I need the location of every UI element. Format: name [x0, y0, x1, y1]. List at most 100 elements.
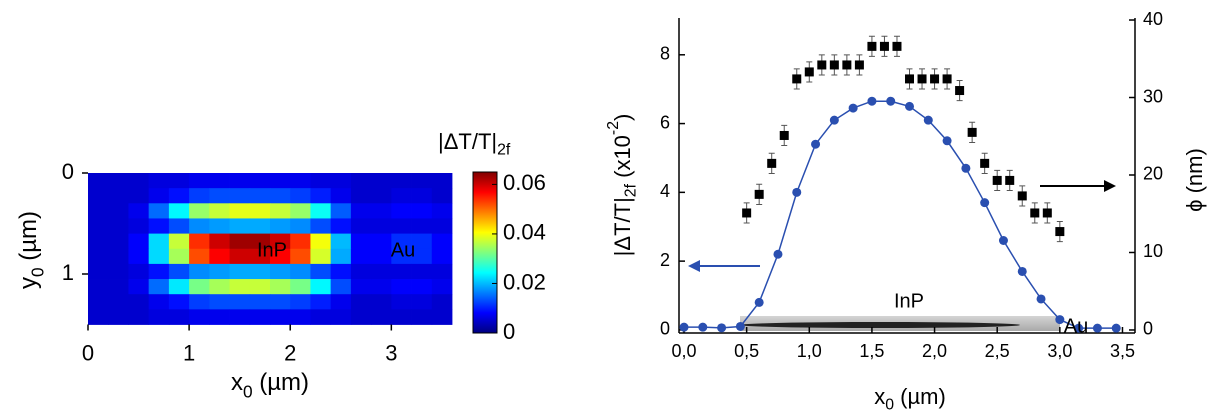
square-marker: [1017, 191, 1027, 201]
heat-cell: [350, 279, 372, 295]
heat-cell: [411, 203, 433, 219]
heat-cell: [411, 188, 433, 204]
x-tick-label: 3,5: [1110, 341, 1135, 361]
heat-cell: [371, 248, 392, 265]
y2-tick-label: 10: [1143, 241, 1163, 261]
square-marker: [804, 67, 814, 77]
circle-marker: [1055, 315, 1065, 325]
circle-marker: [773, 249, 783, 259]
nanowire: [740, 322, 1020, 328]
heat-cell: [148, 263, 170, 280]
circle-marker: [811, 139, 821, 149]
circle-marker: [679, 322, 689, 332]
x-tick-label: 1,5: [859, 341, 884, 361]
heat-cell: [270, 294, 291, 310]
heat-cell: [350, 173, 372, 189]
circle-marker: [961, 163, 971, 173]
heat-cell: [88, 203, 109, 219]
heat-cell: [391, 294, 412, 310]
heat-cell: [128, 263, 150, 280]
heat-cell: [310, 218, 332, 234]
heat-cell: [168, 188, 190, 204]
heat-cell: [108, 279, 129, 295]
circle-marker: [980, 198, 990, 208]
heat-cell: [270, 188, 291, 204]
heat-cell: [249, 203, 271, 219]
heat-cell: [168, 263, 190, 280]
heat-cell: [431, 309, 453, 325]
heat-cell: [189, 233, 210, 250]
y-axis-label: y0 (µm): [15, 211, 47, 289]
heat-cell: [229, 233, 251, 250]
heat-cell: [249, 248, 271, 265]
heat-cell: [229, 279, 251, 295]
heat-cell: [350, 188, 372, 204]
heat-cell: [168, 279, 190, 295]
heat-cell: [189, 248, 210, 265]
heat-cell: [310, 248, 332, 265]
square-marker: [1005, 175, 1015, 185]
heat-cell: [229, 203, 251, 219]
heat-cell: [229, 309, 251, 325]
annotation: InP: [894, 290, 924, 312]
heat-cell: [148, 279, 170, 295]
heat-cell: [391, 248, 412, 265]
heat-cell: [189, 309, 210, 325]
square-marker: [1042, 208, 1052, 218]
heat-cell: [431, 294, 453, 310]
heat-cell: [310, 173, 332, 189]
heat-cell: [128, 173, 150, 189]
heat-cell: [249, 263, 271, 280]
heat-cell: [330, 279, 352, 295]
heat-cell: [209, 248, 230, 265]
heat-cell: [108, 188, 129, 204]
arrow-head: [1104, 180, 1116, 192]
heat-cell: [168, 203, 190, 219]
heat-cell: [270, 233, 291, 250]
label-part: 0: [885, 397, 894, 414]
y-tick-label: 1: [62, 260, 74, 285]
square-marker: [767, 158, 777, 168]
heat-cell: [108, 263, 129, 280]
heat-cell: [229, 173, 251, 189]
heat-cell: [189, 294, 210, 310]
colorbar-title: |ΔT/T|2f: [438, 129, 511, 159]
heat-cell: [168, 173, 190, 189]
label-part: |ΔT/T|: [438, 129, 497, 154]
heat-cell: [350, 309, 372, 325]
circle-marker: [905, 101, 915, 111]
heat-cell: [350, 294, 372, 310]
heat-cell: [310, 233, 332, 250]
heat-cell: [148, 233, 170, 250]
x-tick-label: 0,0: [671, 341, 696, 361]
heat-cell: [108, 248, 129, 265]
heat-cell: [209, 173, 230, 189]
y2-tick-label: 20: [1143, 164, 1163, 184]
circle-marker: [1111, 323, 1121, 333]
square-marker: [1030, 208, 1040, 218]
heat-cell: [310, 309, 332, 325]
heat-cell: [229, 263, 251, 280]
heat-cell: [411, 218, 433, 234]
y-tick-label: 6: [660, 112, 670, 132]
heat-cell: [229, 188, 251, 204]
heat-cell: [310, 279, 332, 295]
heat-cell: [411, 294, 433, 310]
square-marker: [917, 74, 927, 84]
heat-cell: [310, 188, 332, 204]
heat-cell: [128, 203, 150, 219]
heat-cell: [350, 203, 372, 219]
y-axis-label: |ΔT/T|2f (x10-2): [605, 114, 640, 257]
heat-cell: [350, 218, 372, 234]
square-marker: [905, 74, 915, 84]
heat-cell: [330, 263, 352, 280]
heat-cell: [270, 173, 291, 189]
square-marker: [817, 60, 827, 70]
y2-tick-label: 30: [1143, 86, 1163, 106]
circle-marker: [792, 187, 802, 197]
square-marker: [792, 74, 802, 84]
square-marker: [992, 175, 1002, 185]
heat-cell: [128, 248, 150, 265]
heat-cell: [148, 294, 170, 310]
circle-marker: [867, 96, 877, 106]
